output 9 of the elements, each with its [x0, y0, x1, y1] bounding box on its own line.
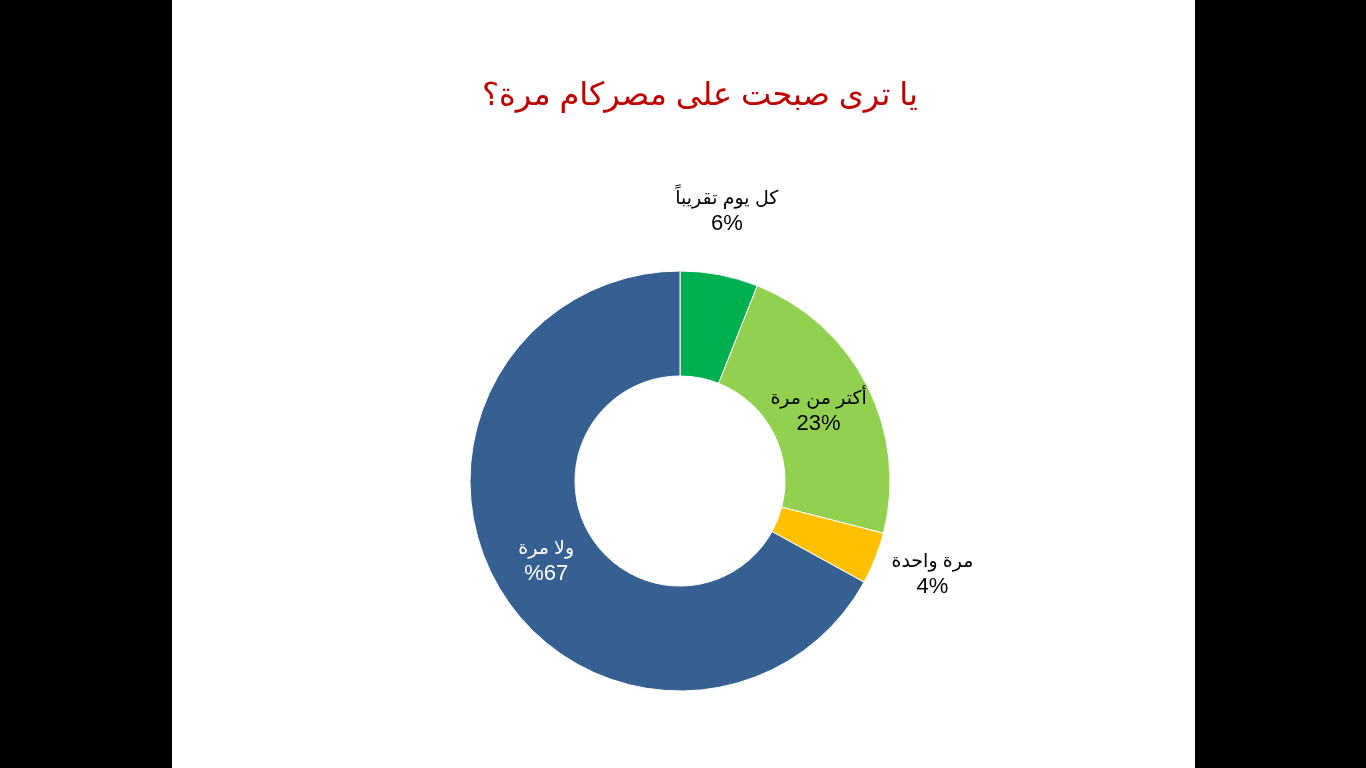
chart-title: يا ترى صبحت على مصركام مرة؟ — [482, 76, 918, 113]
slice-label: ولا مرة — [518, 537, 575, 560]
data-label: 23% — [796, 410, 841, 436]
data-label: 6% — [710, 210, 743, 236]
slice-label: أكتر من مرة — [770, 385, 867, 410]
data-label: 4% — [916, 573, 949, 599]
slice-label: مرة واحدة — [891, 550, 974, 573]
slice-label: كل يوم تقريباً — [675, 184, 780, 210]
data-label: %67 — [524, 560, 569, 586]
